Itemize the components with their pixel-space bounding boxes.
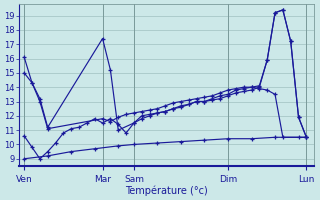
X-axis label: Température (°c): Température (°c) — [125, 185, 208, 196]
